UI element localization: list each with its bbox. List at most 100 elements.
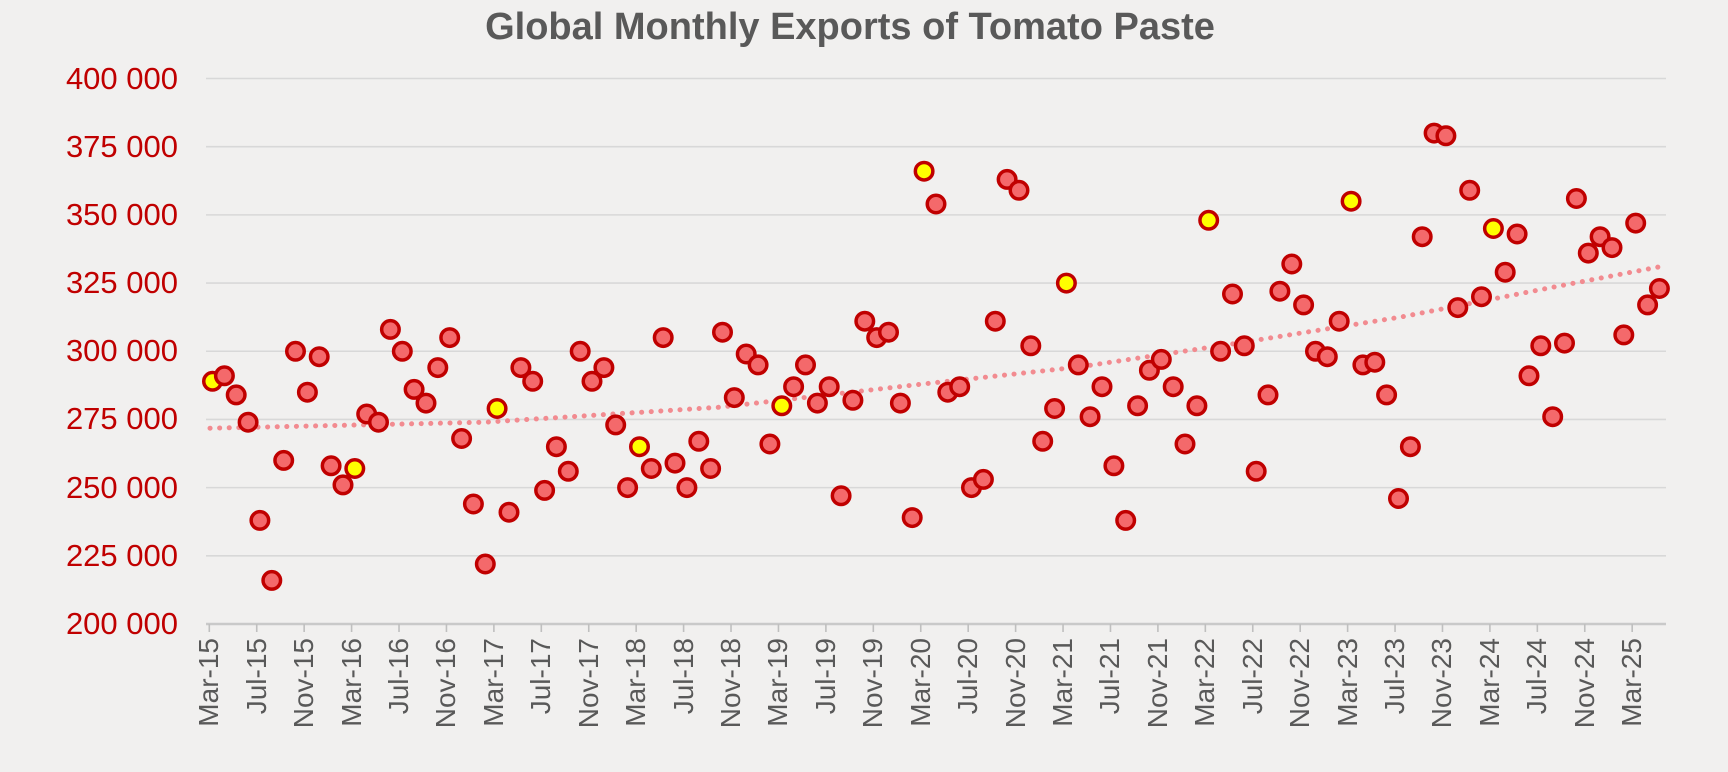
data-point xyxy=(1067,354,1089,376)
data-point xyxy=(1174,433,1196,455)
data-point xyxy=(605,414,627,436)
data-point xyxy=(273,449,295,471)
x-axis-tick-label: Jul-15 xyxy=(240,638,272,715)
data-point xyxy=(1613,324,1635,346)
data-point-highlighted xyxy=(913,160,935,182)
data-point xyxy=(522,370,544,392)
data-point xyxy=(1506,223,1528,245)
chart-title: Global Monthly Exports of Tomato Paste xyxy=(485,6,1215,48)
data-point-highlighted xyxy=(344,458,366,479)
data-point xyxy=(593,357,615,379)
data-point xyxy=(889,392,911,414)
data-point xyxy=(391,340,413,362)
data-point xyxy=(1103,455,1125,477)
data-point xyxy=(1316,346,1338,368)
data-point xyxy=(213,365,235,387)
data-point-highlighted xyxy=(1340,190,1362,212)
x-axis-tick-label: Jul-19 xyxy=(809,638,841,715)
data-point xyxy=(296,381,318,403)
data-point xyxy=(249,509,271,531)
data-point xyxy=(237,411,259,433)
data-point xyxy=(1127,395,1149,417)
x-axis-tick-label: Mar-23 xyxy=(1331,638,1363,727)
data-point xyxy=(474,553,496,575)
data-point xyxy=(1044,398,1066,419)
data-point xyxy=(984,310,1006,332)
data-point xyxy=(1281,253,1303,275)
data-point xyxy=(723,387,745,409)
x-axis-tick-label: Mar-24 xyxy=(1473,638,1505,727)
data-point xyxy=(1257,384,1279,406)
y-axis-tick-label: 325 000 xyxy=(65,265,178,301)
data-point-highlighted xyxy=(1482,218,1504,239)
data-point xyxy=(854,310,876,332)
data-point xyxy=(1269,280,1291,302)
x-axis-tick-label: Nov-24 xyxy=(1568,638,1600,729)
x-axis-tick-label: Mar-16 xyxy=(335,638,367,727)
x-axis-tick-label: Jul-18 xyxy=(667,638,699,715)
data-point-highlighted xyxy=(1198,209,1220,231)
data-point xyxy=(901,507,923,529)
data-point xyxy=(1411,226,1433,248)
x-axis-tick-label: Jul-21 xyxy=(1094,638,1126,715)
data-point xyxy=(1115,509,1137,531)
data-point-highlighted xyxy=(629,436,650,458)
x-axis-tick-label: Jul-24 xyxy=(1521,638,1553,715)
x-axis-tick-label: Mar-22 xyxy=(1189,638,1221,727)
data-point xyxy=(1162,376,1184,398)
x-axis-tick-label: Jul-16 xyxy=(383,638,415,715)
data-point xyxy=(451,428,473,449)
x-axis-tick-label: Mar-15 xyxy=(193,638,225,727)
x-axis-tick-label: Nov-16 xyxy=(430,638,462,729)
data-point xyxy=(1079,406,1101,428)
data-point xyxy=(664,452,686,474)
data-point xyxy=(1150,348,1172,370)
x-axis-tick-label: Nov-18 xyxy=(715,638,747,729)
data-point xyxy=(225,384,247,406)
data-point xyxy=(1399,436,1421,458)
data-point xyxy=(545,436,567,458)
y-axis-tick-label: 400 000 xyxy=(65,60,178,96)
data-point xyxy=(1008,179,1030,201)
data-point xyxy=(795,354,816,376)
x-axis-tick-label: Jul-20 xyxy=(952,638,984,715)
y-axis-tick-label: 200 000 xyxy=(65,606,178,641)
trend-line xyxy=(207,264,1663,431)
x-axis-tick-label: Mar-17 xyxy=(477,638,509,727)
data-point xyxy=(534,479,556,501)
x-axis-tick-label: Mar-20 xyxy=(904,638,936,727)
data-point xyxy=(617,477,639,499)
data-point xyxy=(498,501,520,523)
data-point xyxy=(1328,310,1350,332)
data-point xyxy=(1388,488,1409,509)
data-point xyxy=(1459,179,1481,201)
data-point xyxy=(427,357,449,379)
data-point xyxy=(652,327,674,349)
data-point xyxy=(818,376,840,398)
data-point xyxy=(1245,460,1267,482)
data-point xyxy=(712,321,733,343)
data-point xyxy=(1554,332,1575,354)
data-point xyxy=(1210,340,1232,362)
data-point xyxy=(1091,376,1113,398)
data-point xyxy=(925,193,947,215)
data-point xyxy=(308,346,330,368)
x-axis-tick-label: Jul-23 xyxy=(1379,638,1411,715)
data-point xyxy=(581,370,603,392)
data-point xyxy=(439,327,461,349)
x-axis-tick-label: Mar-19 xyxy=(762,638,794,727)
x-axis-tick-label: Nov-23 xyxy=(1426,638,1458,729)
data-point xyxy=(949,376,971,398)
x-axis-tick-label: Jul-22 xyxy=(1236,638,1268,715)
data-point xyxy=(1020,335,1042,357)
data-point xyxy=(1542,406,1564,428)
x-axis-tick-label: Nov-17 xyxy=(572,638,604,729)
y-axis-tick-label: 225 000 xyxy=(65,537,178,573)
y-axis-tick-label: 250 000 xyxy=(65,469,178,505)
data-point xyxy=(1032,430,1054,452)
data-point xyxy=(783,376,805,398)
y-axis-tick-label: 350 000 xyxy=(65,196,178,232)
data-point xyxy=(285,340,306,362)
